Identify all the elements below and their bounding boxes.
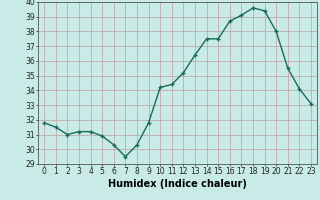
- X-axis label: Humidex (Indice chaleur): Humidex (Indice chaleur): [108, 179, 247, 189]
